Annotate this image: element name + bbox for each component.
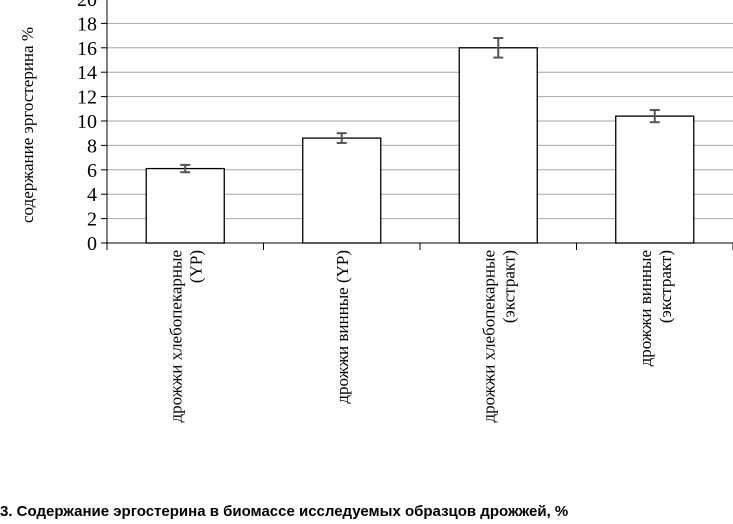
x-category-label: дрожжи хлебопекарные [479, 250, 498, 423]
bar [458, 47, 538, 244]
y-tick-label: 16 [77, 38, 97, 60]
y-tick-label: 12 [77, 87, 97, 109]
bar [615, 115, 695, 244]
y-axis-label: содержание эргостерина % [18, 27, 37, 223]
figure-caption: 3. Содержание эргостерина в биомассе исс… [0, 503, 569, 520]
y-tick-label: 10 [77, 111, 97, 133]
y-tick-label: 4 [87, 184, 97, 206]
x-category-label: (YP) [186, 250, 205, 283]
y-tick-label: 6 [87, 160, 97, 182]
bar [145, 167, 225, 244]
bar [302, 137, 382, 244]
y-tick-label: 0 [87, 233, 97, 255]
y-tick-label: 18 [77, 13, 97, 35]
axes [106, 0, 733, 250]
x-category-label: (экстракт) [656, 250, 675, 323]
x-category-label: дрожжи винные [636, 250, 655, 366]
y-tick-label: 14 [77, 62, 97, 84]
y-tick-label: 20 [77, 0, 97, 11]
y-tick-label: 8 [87, 135, 97, 157]
x-axis-labels: дрожжи хлебопекарные (YP) дрожжи винные (Y… [166, 250, 675, 423]
x-category-label: дрожжи винные (YP) [333, 250, 352, 404]
y-tick-label: 2 [87, 209, 97, 231]
x-category-label: дрожжи хлебопекарные [166, 250, 185, 423]
x-category-label: (экстракт) [499, 250, 518, 323]
error-bars [180, 37, 660, 174]
